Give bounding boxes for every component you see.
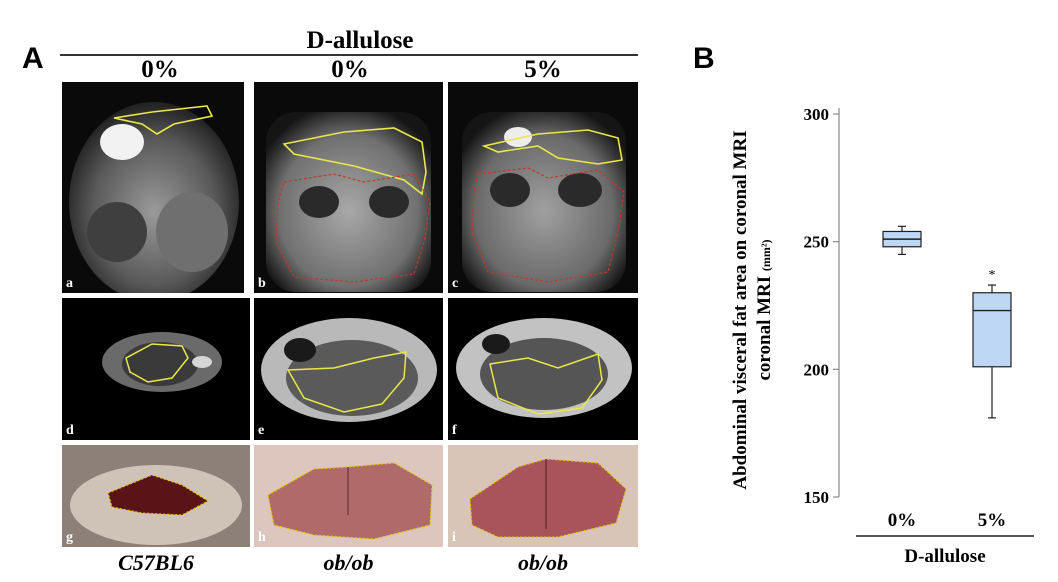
y-tick-label-300: 300 xyxy=(804,105,830,124)
column-header-1: 0% xyxy=(141,56,179,83)
mri-coronal-c57bl6: a xyxy=(62,82,244,293)
y-axis-unit: (mm²) xyxy=(759,239,773,271)
box-chart: 150 200 250 300 Abdominal visceral fat area … xyxy=(730,105,1034,567)
sublabel-f: f xyxy=(452,423,457,438)
mri-coronal-ob-0: b xyxy=(254,82,443,293)
x-axis-label: D-allulose xyxy=(904,546,985,567)
strain-label-2: ob/ob xyxy=(323,550,374,575)
sublabel-g: g xyxy=(66,530,73,545)
mri-axial-ob-0: e xyxy=(254,298,443,440)
mri-coronal-ob-5: c xyxy=(448,82,638,293)
y-tick-label-200: 200 xyxy=(804,360,830,379)
y-tick-label-250: 250 xyxy=(804,233,830,252)
sublabel-c: c xyxy=(452,276,459,291)
strain-label-3: ob/ob xyxy=(517,550,569,575)
x-category-label-0: 0% xyxy=(888,510,917,531)
sublabel-h: h xyxy=(258,530,266,545)
x-category-label-1: 5% xyxy=(978,510,1007,531)
mri-axial-c57bl6: d xyxy=(62,298,250,440)
sublabel-e: e xyxy=(258,423,265,438)
sublabel-b: b xyxy=(258,276,266,291)
group-header-rule xyxy=(60,54,638,56)
sublabel-a: a xyxy=(66,276,73,291)
column-header-2: 0% xyxy=(331,56,369,83)
y-axis-label-line2: coronal MRI (mm²) xyxy=(754,239,775,380)
sublabel-d: d xyxy=(66,423,74,438)
box-5% xyxy=(972,292,1012,368)
significance-marker-1: * xyxy=(989,268,996,283)
panel-a-letter: A xyxy=(22,42,44,75)
photo-abdomen-c57bl6: g xyxy=(62,445,250,547)
column-header-3: 5% xyxy=(524,56,562,83)
mri-axial-ob-5: f xyxy=(448,298,638,440)
y-tick-label-150: 150 xyxy=(804,488,830,507)
panel-b-letter: B xyxy=(693,42,715,75)
y-axis-label: Abdominal visceral fat area on coronal M… xyxy=(730,130,751,489)
strain-label-1: C57BL6 xyxy=(118,550,194,575)
sublabel-i: i xyxy=(452,530,456,545)
photo-abdomen-ob-0: h xyxy=(254,445,443,547)
photo-abdomen-ob-5: i xyxy=(448,445,638,547)
group-header-d-allulose: D-allulose xyxy=(306,27,414,54)
